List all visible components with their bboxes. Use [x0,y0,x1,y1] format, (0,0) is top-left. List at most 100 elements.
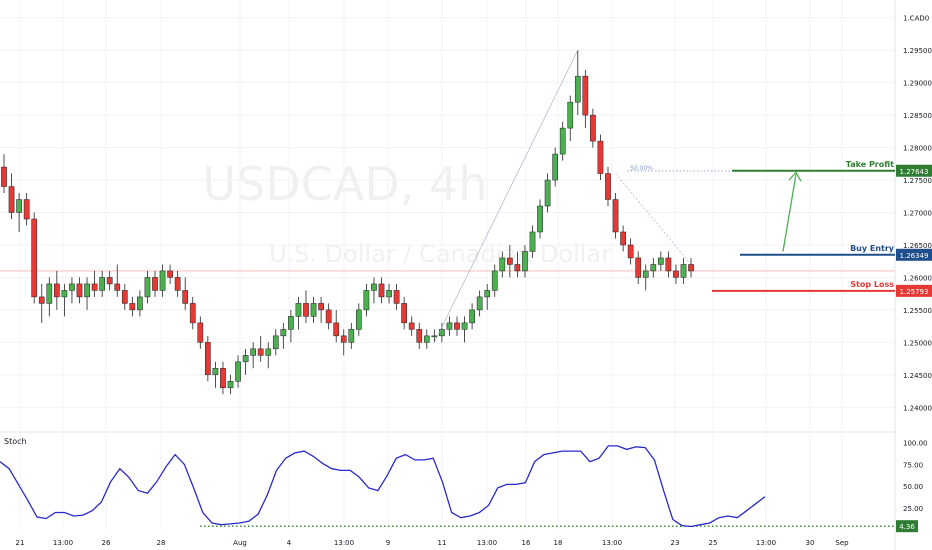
stoch-level-tag [896,520,918,533]
candle [227,374,234,395]
stoch-level-text: 4.36 [899,523,915,531]
candle-body [356,309,362,330]
candle [688,257,694,278]
candle-body [197,322,204,343]
candle-body [182,290,189,304]
candle-body [91,283,98,291]
candle-body [1,166,7,187]
candle-body [174,277,181,291]
candle-body [61,290,68,298]
candle [84,277,90,310]
candle [167,264,173,284]
candlestick-series [1,50,694,395]
candle [476,290,483,317]
candle-body [590,114,596,142]
price-tick-label: 1.24000 [903,404,932,412]
candle [182,277,189,310]
stoch-tick-label: 25.00 [903,505,923,513]
candle-body [454,322,460,330]
candle [680,257,687,284]
candle-body [620,231,626,246]
candle-body [642,270,649,278]
candle-body [325,309,332,324]
candle [408,316,415,336]
target-arrow-head [788,171,802,182]
candle-body [378,283,385,298]
candle [325,303,332,330]
candle [650,257,657,278]
candle-body [137,296,143,311]
stoch-axis: 100.00 75.00 50.00 25.00 [903,439,928,513]
candle [197,316,204,349]
candle-body [544,179,551,207]
candle-body [159,270,166,291]
fib-level-label: 50.00% [630,165,653,172]
candle [61,283,68,317]
candle [310,296,317,323]
candle-body [310,303,317,317]
take-profit-price-tag [896,164,932,177]
candle-body [559,127,566,155]
candle-body [386,290,392,298]
candle-body [635,257,642,278]
take-profit-label: Take Profit [846,160,894,169]
stoch-line [0,445,766,528]
candle [491,264,498,297]
time-tick-label: 13:00 [602,539,622,547]
stop-loss-price-text: 1.25793 [900,288,929,296]
time-tick-label: 28 [157,539,166,547]
watermark-name: U.S. Dollar / Canadian Dollar [269,240,611,268]
candle-body [152,277,158,291]
candle-body [476,296,483,311]
candle-body [469,309,475,324]
candle-body [461,322,468,330]
candle-body [76,283,83,298]
watermark-symbol: USDCAD, 4h [203,157,488,211]
candle [280,322,287,349]
candle [605,167,611,207]
candle [431,329,438,343]
candle [189,296,196,330]
candle-body [235,361,241,382]
stoch-title: Stoch [4,437,27,446]
candle-body [612,199,619,233]
candle-body [205,342,211,376]
price-tick-label: 1.28000 [903,145,932,153]
candle [205,335,211,382]
candle [333,309,340,343]
candle-body [680,264,687,278]
candle-body [212,368,219,376]
candle [469,303,475,330]
candle [673,264,679,284]
candle [446,316,453,336]
candle-body [250,348,257,356]
price-axis: 1.24000 1.24500 1.25000 1.25500 1.26000 1.265… [894,0,932,550]
price-tick-label: 1.27500 [903,177,932,185]
candle-body [8,186,15,213]
candle [23,193,30,226]
candle [507,244,513,278]
candle-body [537,205,543,233]
candle [91,270,98,297]
candle [393,283,400,310]
candle [318,296,324,323]
candle [574,50,581,116]
stoch-tick-label: 75.00 [903,461,923,469]
candle-body [416,329,423,343]
candle-body [371,283,377,291]
price-tick-label: 1.29500 [903,47,932,55]
price-tick-label: 1.28500 [903,112,932,120]
candle [265,342,272,369]
trade-annotations: 50.00% Take Profit 1.27643 Buy Entry 1.26349… [434,50,932,343]
time-tick-label: 11 [438,539,447,547]
target-arrow-shaft [782,174,797,252]
candle [567,95,574,142]
candle-body [522,251,528,272]
price-tick-label: 1.CAD0 [903,15,929,23]
time-tick-label: 13:00 [477,539,497,547]
candle-body [552,153,558,181]
candle [529,225,536,258]
time-tick-label: 21 [16,539,25,547]
candle-body [114,283,121,291]
